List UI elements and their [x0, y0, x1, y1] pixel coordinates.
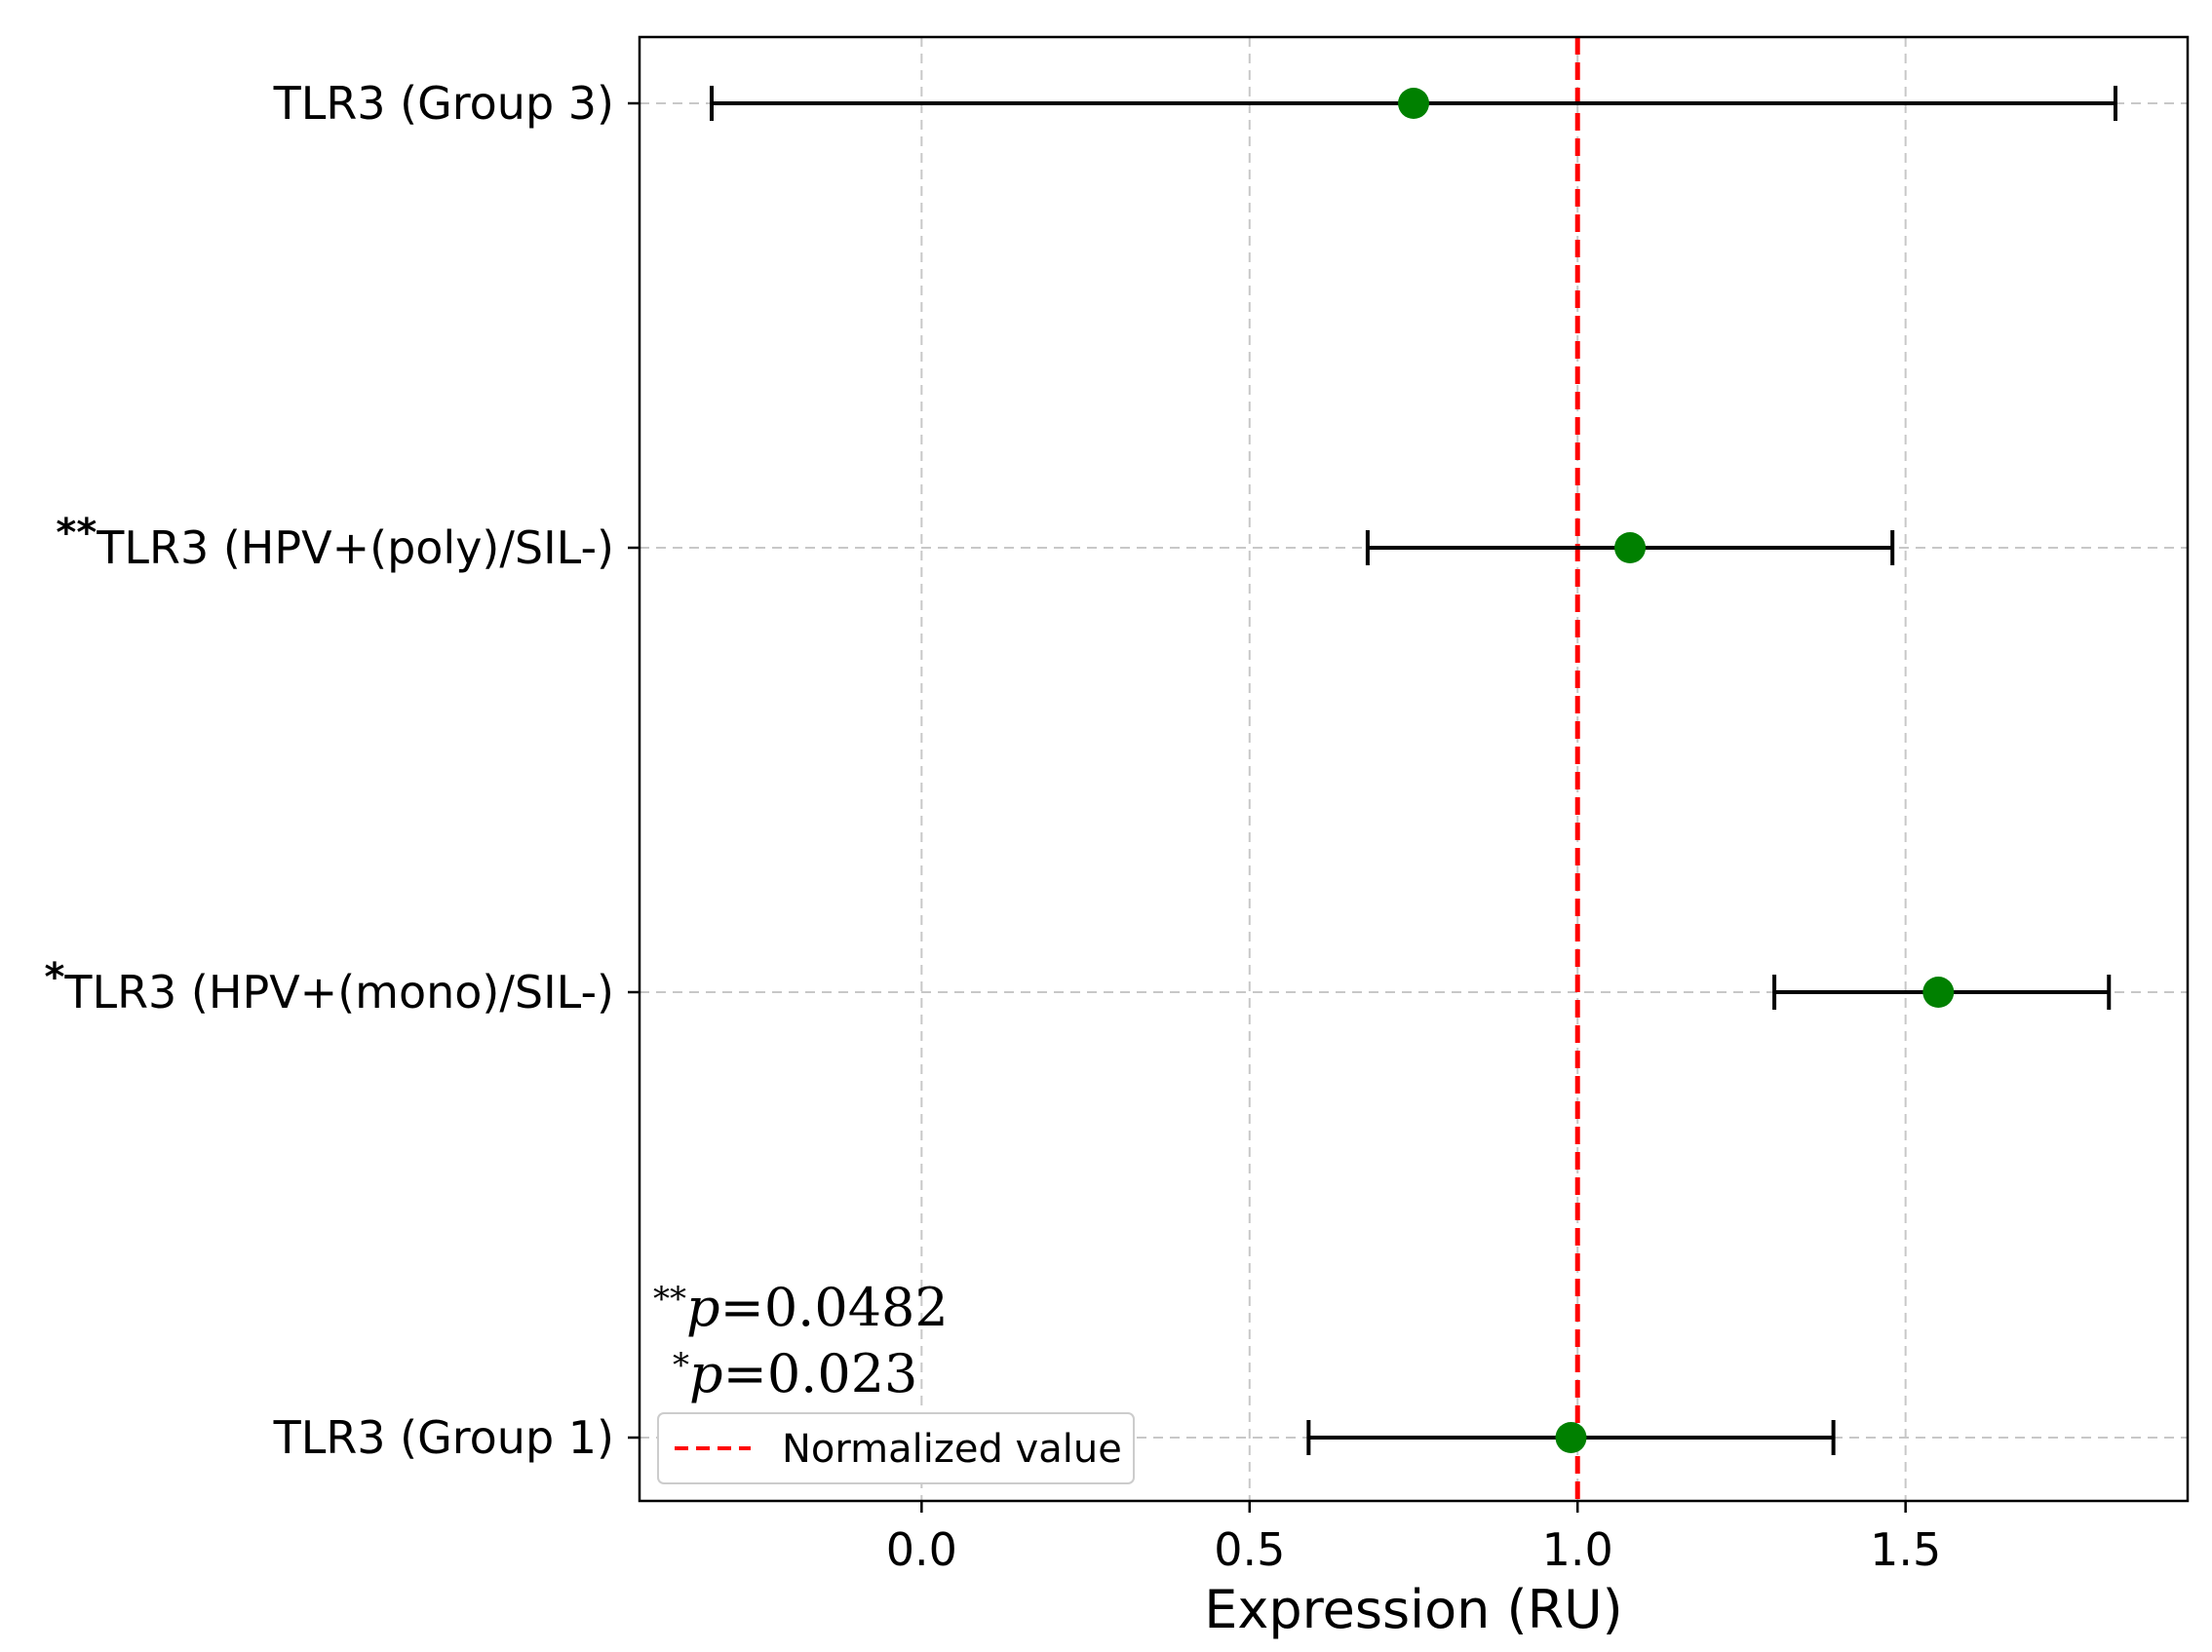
annotation-value-1: =0.023	[723, 1343, 918, 1404]
p-value-annotation-0: **p=0.0482	[653, 1277, 949, 1338]
annotation-stars-1: *	[673, 1346, 689, 1385]
y-tick-label-2: TLR3 (HPV+(poly)/SIL-)	[96, 521, 614, 574]
plot-frame	[638, 35, 2190, 1503]
annotation-p-1: p	[689, 1343, 723, 1404]
x-axis-title: Expression (RU)	[1204, 1579, 1622, 1640]
p-value-annotation-1: *p=0.023	[673, 1343, 917, 1404]
x-tick-label-0: 0.0	[886, 1523, 957, 1576]
legend-box	[657, 1412, 1135, 1484]
x-ticks-group: 0.0 0.5 1.0 1.5	[886, 1501, 1941, 1576]
x-tick-label-1: 0.5	[1214, 1523, 1285, 1576]
x-tick-label-3: 1.5	[1870, 1523, 1941, 1576]
p-value-annotations: **p=0.0482*p=0.023	[653, 1277, 949, 1404]
y-tick-label-0: TLR3 (Group 1)	[273, 1411, 614, 1464]
data-point-3	[1398, 88, 1429, 119]
y-tick-label-1: TLR3 (HPV+(mono)/SIL-)	[63, 966, 614, 1018]
points-group	[1398, 88, 1955, 1453]
legend-label: Normalized value	[782, 1427, 1122, 1472]
x-tick-label-2: 1.0	[1542, 1523, 1613, 1576]
legend: Normalized value	[657, 1412, 1135, 1484]
data-point-1	[1922, 977, 1955, 1008]
annotation-value-0: =0.0482	[720, 1277, 949, 1338]
data-point-2	[1614, 532, 1647, 563]
annotation-stars-0: **	[653, 1280, 686, 1319]
y-tick-label-3: TLR3 (Group 3)	[273, 77, 614, 130]
y-tick-stars-1: *	[44, 955, 64, 1000]
annotation-p-0: p	[686, 1277, 720, 1338]
y-tick-stars-2: **	[56, 511, 97, 556]
y-ticks-group: TLR3 (Group 1) TLR3 (HPV+(mono)/SIL-)* TLR…	[44, 77, 640, 1464]
data-point-0	[1555, 1422, 1587, 1453]
